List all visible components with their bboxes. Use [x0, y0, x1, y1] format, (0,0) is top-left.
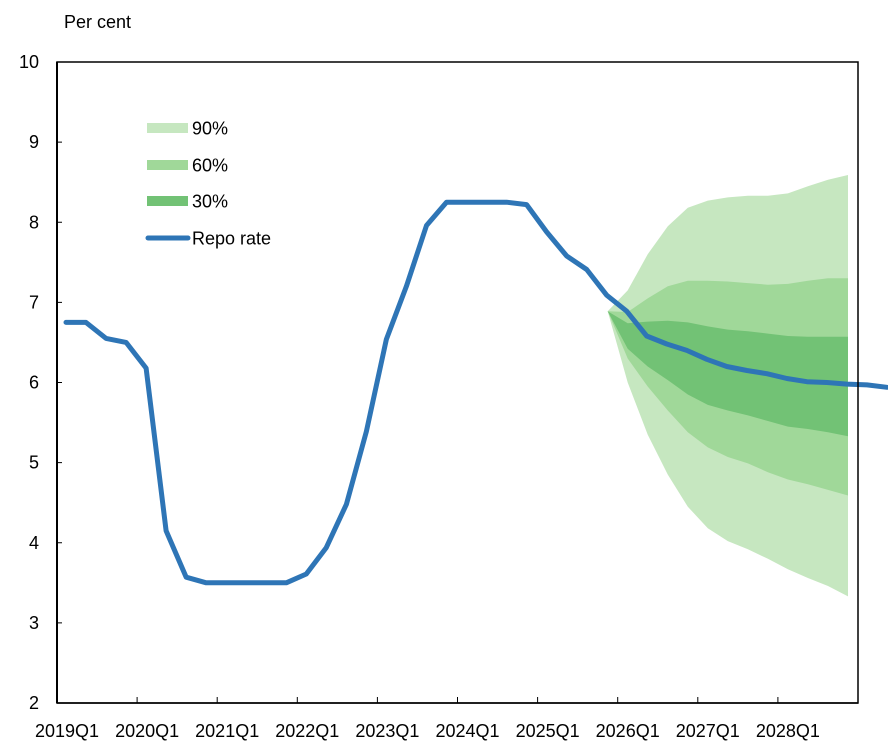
- y-tick-label: 7: [29, 292, 39, 312]
- x-tick-label: 2019Q1: [35, 721, 99, 741]
- repo-rate-line-layer: [63, 199, 888, 586]
- x-tick-label: 2022Q1: [275, 721, 339, 741]
- y-tick-label: 10: [19, 52, 39, 72]
- legend-label: 90%: [192, 119, 228, 139]
- y-axis-unit-label: Per cent: [64, 12, 131, 32]
- y-tick-label: 2: [29, 693, 39, 713]
- x-tick-label: 2023Q1: [355, 721, 419, 741]
- repo-rate-line: [63, 199, 888, 586]
- y-axis-ticks: 2 3 4 5 6 7 8 9 10: [19, 52, 62, 713]
- y-tick-label: 6: [29, 373, 39, 393]
- legend-swatch: [147, 123, 188, 133]
- y-tick-label: 9: [29, 132, 39, 152]
- x-tick-label: 2028Q1: [756, 721, 820, 741]
- legend-swatch: [147, 160, 188, 170]
- y-tick-label: 8: [29, 212, 39, 232]
- y-tick-label: 4: [29, 533, 39, 553]
- x-tick-label: 2024Q1: [435, 721, 499, 741]
- legend-label: Repo rate: [192, 229, 271, 249]
- legend-item-60: 60%: [147, 156, 228, 176]
- x-tick-label: 2021Q1: [195, 721, 259, 741]
- y-tick-label: 3: [29, 613, 39, 633]
- x-tick-label: 2020Q1: [115, 721, 179, 741]
- x-tick-label: 2025Q1: [516, 721, 580, 741]
- x-axis-ticks: 2019Q1 2020Q1 2021Q1 2022Q1 2023Q1 2024Q1 2025…: [35, 697, 820, 741]
- legend: 90% 60% 30% Repo rate: [145, 119, 271, 249]
- legend-item-90: 90%: [147, 119, 228, 139]
- x-tick-label: 2026Q1: [596, 721, 660, 741]
- legend-label: 30%: [192, 192, 228, 212]
- legend-swatch: [147, 196, 188, 206]
- y-tick-label: 5: [29, 453, 39, 473]
- legend-item-repo-rate: Repo rate: [145, 229, 271, 249]
- legend-label: 60%: [192, 156, 228, 176]
- x-tick-label: 2027Q1: [676, 721, 740, 741]
- fan-bands: [607, 175, 848, 597]
- legend-item-30: 30%: [147, 192, 228, 212]
